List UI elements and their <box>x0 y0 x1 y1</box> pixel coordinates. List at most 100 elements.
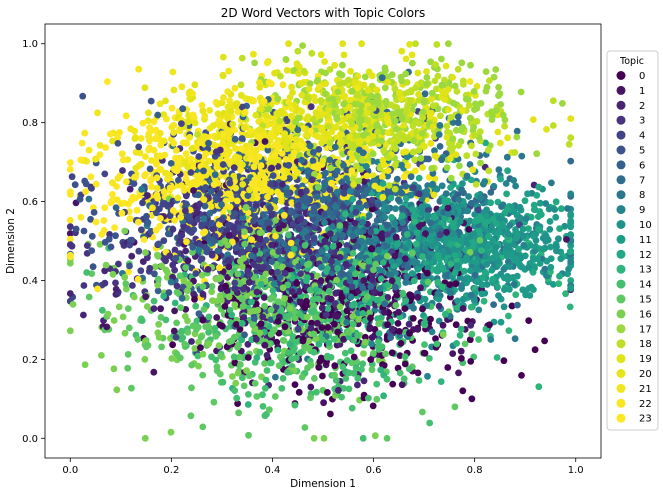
scatter-point-topic-15 <box>383 434 391 442</box>
scatter-point-topic-11 <box>547 255 555 262</box>
scatter-point-topic-19 <box>567 115 575 122</box>
scatter-point-topic-2 <box>80 311 87 319</box>
scatter-point-topic-15 <box>240 382 248 390</box>
scatter-point-topic-20 <box>191 119 199 127</box>
scatter-point-topic-17 <box>467 61 474 69</box>
scatter-point-topic-14 <box>314 295 322 303</box>
scatter-point-topic-14 <box>468 330 476 338</box>
scatter-point-topic-7 <box>514 301 521 309</box>
scatter-point-topic-15 <box>373 395 381 403</box>
scatter-point-topic-12 <box>525 225 532 233</box>
scatter-point-topic-5 <box>155 240 163 248</box>
scatter-point-topic-13 <box>437 378 445 385</box>
scatter-point-topic-0 <box>233 321 240 328</box>
scatter-point-topic-16 <box>69 301 77 308</box>
scatter-point-topic-3 <box>101 279 109 287</box>
scatter-point-topic-7 <box>567 157 575 165</box>
scatter-point-topic-18 <box>294 47 302 55</box>
scatter-point-topic-22 <box>163 115 170 123</box>
scatter-point-topic-8 <box>548 179 555 187</box>
scatter-point-topic-21 <box>127 125 135 133</box>
scatter-point-topic-11 <box>454 297 461 305</box>
scatter-point-topic-20 <box>319 157 327 165</box>
scatter-point-topic-14 <box>259 403 267 410</box>
scatter-point-topic-22 <box>290 149 298 157</box>
scatter-point-topic-18 <box>484 146 492 154</box>
scatter-point-topic-1 <box>360 277 368 284</box>
scatter-point-topic-14 <box>233 394 241 402</box>
scatter-point-topic-16 <box>158 262 166 270</box>
scatter-point-topic-13 <box>393 276 401 284</box>
scatter-point-topic-11 <box>522 291 529 299</box>
scatter-point-topic-17 <box>462 95 470 103</box>
scatter-point-topic-14 <box>348 404 356 412</box>
scatter-point-topic-19 <box>415 91 422 98</box>
scatter-point-topic-12 <box>556 225 563 233</box>
scatter-point-topic-5 <box>88 247 96 255</box>
scatter-point-topic-18 <box>549 122 557 129</box>
scatter-point-topic-14 <box>352 259 359 267</box>
scatter-point-topic-14 <box>345 385 353 393</box>
scatter-point-topic-13 <box>457 325 465 333</box>
scatter-point-topic-3 <box>112 279 119 287</box>
scatter-point-topic-23 <box>145 146 153 154</box>
scatter-point-topic-14 <box>354 374 362 382</box>
scatter-point-topic-9 <box>477 194 485 202</box>
scatter-point-topic-23 <box>82 188 89 196</box>
scatter-point-topic-0 <box>273 338 281 346</box>
scatter-point-topic-12 <box>530 201 538 209</box>
scatter-point-topic-15 <box>310 302 318 310</box>
scatter-point-topic-15 <box>409 249 416 257</box>
scatter-point-topic-18 <box>412 84 419 92</box>
scatter-point-topic-18 <box>391 85 399 93</box>
scatter-point-topic-5 <box>114 140 122 147</box>
scatter-point-topic-3 <box>297 270 304 277</box>
scatter-point-topic-1 <box>184 257 192 264</box>
scatter-point-topic-7 <box>393 175 401 183</box>
scatter-point-topic-20 <box>430 191 438 199</box>
scatter-point-topic-18 <box>403 79 411 86</box>
scatter-point-topic-22 <box>183 238 190 246</box>
scatter-point-topic-7 <box>339 232 347 239</box>
scatter-point-topic-15 <box>208 283 216 290</box>
scatter-point-topic-17 <box>378 137 385 145</box>
scatter-point-topic-22 <box>116 129 123 136</box>
scatter-point-topic-15 <box>197 333 205 341</box>
scatter-point-topic-13 <box>373 296 381 304</box>
scatter-point-topic-18 <box>433 85 440 93</box>
scatter-point-topic-6 <box>264 146 272 154</box>
scatter-point-topic-12 <box>552 198 560 206</box>
scatter-point-topic-13 <box>238 336 246 344</box>
scatter-point-topic-16 <box>110 365 118 373</box>
scatter-point-topic-5 <box>130 180 138 188</box>
scatter-point-topic-0 <box>452 321 460 329</box>
scatter-point-topic-15 <box>124 364 132 372</box>
scatter-point-topic-22 <box>171 217 179 224</box>
scatter-point-topic-23 <box>139 119 147 127</box>
scatter-point-topic-19 <box>497 139 504 147</box>
scatter-point-topic-13 <box>505 312 512 320</box>
scatter-point-topic-9 <box>567 258 575 266</box>
scatter-point-topic-21 <box>225 67 233 75</box>
scatter-point-topic-1 <box>307 383 315 391</box>
scatter-point-topic-15 <box>212 333 220 340</box>
scatter-point-topic-23 <box>104 78 111 85</box>
scatter-point-topic-16 <box>371 432 379 440</box>
scatter-point-topic-14 <box>150 297 158 305</box>
scatter-point-topic-18 <box>412 40 419 48</box>
scatter-point-topic-0 <box>234 400 242 407</box>
scatter-point-topic-19 <box>452 151 460 159</box>
scatter-point-topic-23 <box>66 190 74 198</box>
scatter-point-topic-0 <box>394 320 402 327</box>
scatter-point-topic-18 <box>317 97 325 104</box>
scatter-point-topic-14 <box>259 391 266 399</box>
scatter-point-topic-9 <box>403 153 411 161</box>
scatter-point-topic-18 <box>336 108 343 116</box>
scatter-point-topic-14 <box>345 369 353 377</box>
scatter-point-topic-0 <box>401 305 409 312</box>
scatter-point-topic-16 <box>104 310 112 318</box>
scatter-point-topic-14 <box>263 367 271 374</box>
scatter-point-topic-16 <box>163 274 171 281</box>
scatter-point-topic-4 <box>126 241 134 249</box>
scatter-point-topic-10 <box>418 203 426 211</box>
